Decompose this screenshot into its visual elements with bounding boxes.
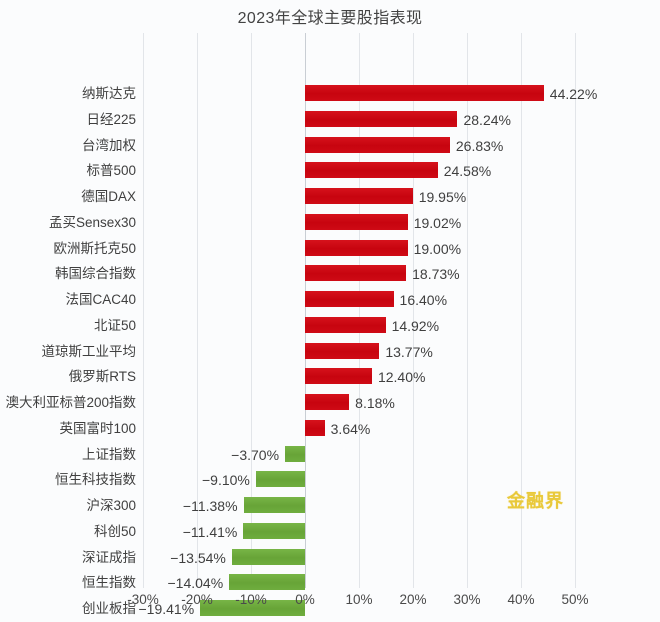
value-label: 18.73% <box>412 266 460 283</box>
bar <box>305 265 407 282</box>
bar <box>200 600 305 616</box>
gridline <box>521 33 522 588</box>
category-label: 韩国综合指数 <box>55 266 136 282</box>
category-label: 上证指数 <box>82 446 136 462</box>
x-tick-label: 0% <box>295 592 315 607</box>
bar <box>285 445 305 462</box>
value-label: 44.22% <box>549 86 598 102</box>
value-label: 19.95% <box>418 189 467 205</box>
value-label: 19.00% <box>413 240 462 257</box>
gridline <box>467 33 468 588</box>
value-label: 3.64% <box>330 420 371 437</box>
value-label: −9.10% <box>201 472 250 489</box>
category-label: 科创50 <box>93 523 136 539</box>
category-label: 德国DAX <box>81 189 136 204</box>
bar <box>305 110 458 127</box>
zero-gridline <box>305 33 306 588</box>
bar <box>255 471 305 488</box>
value-label: 16.40% <box>399 292 448 308</box>
value-label: −11.41% <box>182 523 238 540</box>
bar <box>305 291 394 307</box>
gridline <box>575 33 576 588</box>
category-label: 创业板指 <box>82 601 136 616</box>
plot-area <box>143 33 645 616</box>
category-label: 孟买Sensex30 <box>48 214 136 230</box>
chart-title: 2023年全球主要股指表现 <box>237 10 423 27</box>
value-label: 14.92% <box>391 317 440 334</box>
watermark-logo: 金融界 <box>507 491 564 511</box>
bar <box>231 548 305 565</box>
category-label: 欧洲斯托克50 <box>53 240 136 256</box>
bar <box>305 394 350 410</box>
category-label: 澳大利亚标普200指数 <box>5 395 136 410</box>
category-label: 纳斯达克 <box>82 86 136 101</box>
bar <box>243 497 305 513</box>
category-label: 深证成指 <box>82 549 136 565</box>
gridline <box>251 33 252 588</box>
category-label: 日经225 <box>86 111 136 127</box>
bar <box>305 316 386 333</box>
bar <box>305 213 408 230</box>
category-label: 法国CAC40 <box>65 292 136 307</box>
category-label: 沪深300 <box>86 498 136 513</box>
x-tick-label: -20% <box>181 592 213 607</box>
category-label: 北证50 <box>93 317 136 333</box>
value-label: 12.40% <box>377 369 426 386</box>
x-tick-label: 20% <box>399 592 427 607</box>
bar <box>305 136 450 153</box>
gridline <box>143 33 144 588</box>
gridline <box>359 33 360 588</box>
x-tick-label: 40% <box>507 592 535 607</box>
gridline <box>197 33 198 588</box>
bar <box>305 342 380 359</box>
category-label: 道琼斯工业平均 <box>41 343 137 359</box>
gridline <box>413 33 414 588</box>
value-label: 26.83% <box>455 137 504 154</box>
category-label: 标普500 <box>86 163 136 179</box>
value-label: 19.02% <box>413 214 462 231</box>
bar <box>305 368 372 385</box>
category-label: 恒生科技指数 <box>55 472 136 488</box>
x-tick-label: 10% <box>345 592 373 607</box>
bar <box>305 239 408 256</box>
x-tick-label: -30% <box>127 592 159 607</box>
value-label: 28.24% <box>463 111 511 128</box>
value-label: −19.41% <box>138 601 195 617</box>
category-label: 英国富时100 <box>59 420 136 436</box>
category-label: 台湾加权 <box>82 137 136 153</box>
bar <box>305 188 413 204</box>
x-tick-label: 30% <box>453 592 481 607</box>
category-label: 俄罗斯RTS <box>68 369 136 385</box>
bar <box>305 419 325 436</box>
value-label: 8.18% <box>355 395 395 411</box>
value-label: −13.54% <box>170 549 226 566</box>
bar <box>229 574 305 591</box>
x-tick-label: -10% <box>235 592 267 607</box>
value-label: 13.77% <box>385 343 433 360</box>
value-label: −14.04% <box>167 575 224 592</box>
category-label: 恒生指数 <box>82 575 136 591</box>
value-label: −11.38% <box>182 498 238 514</box>
x-tick-label: 50% <box>561 592 589 607</box>
bar <box>243 522 305 539</box>
value-label: −3.70% <box>231 446 280 463</box>
bar <box>305 85 544 101</box>
value-label: 24.58% <box>443 163 492 180</box>
bar <box>305 162 438 179</box>
